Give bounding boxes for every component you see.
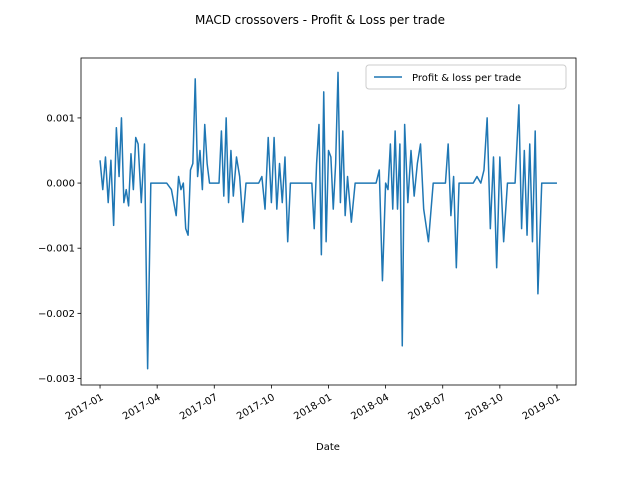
legend-label: Profit & loss per trade xyxy=(412,73,521,84)
x-tick-label: 2017-04 xyxy=(121,392,163,422)
legend-box xyxy=(365,64,567,90)
y-tick-label: 0.001 xyxy=(46,113,75,124)
x-axis-label: Date xyxy=(316,442,340,453)
y-tick-label: −0.002 xyxy=(38,309,75,320)
y-tick-label: −0.003 xyxy=(38,374,75,385)
data-line xyxy=(99,71,557,370)
x-tick-label: 2018-10 xyxy=(464,392,506,422)
plot-frame xyxy=(80,57,577,386)
chart-title: MACD crossovers - Profit & Loss per trad… xyxy=(195,13,445,27)
x-tick-label: 2018-01 xyxy=(292,392,334,422)
x-tick-label: 2018-07 xyxy=(407,392,449,422)
x-tick-label: 2017-07 xyxy=(178,392,220,422)
x-tick-label: 2017-10 xyxy=(235,392,277,422)
y-tick-label: −0.001 xyxy=(38,244,75,255)
y-tick-label: 0.000 xyxy=(46,179,75,190)
x-tick-label: 2019-01 xyxy=(521,392,563,422)
x-tick-label: 2018-04 xyxy=(349,392,391,422)
x-tick-label: 2017-01 xyxy=(64,392,106,422)
